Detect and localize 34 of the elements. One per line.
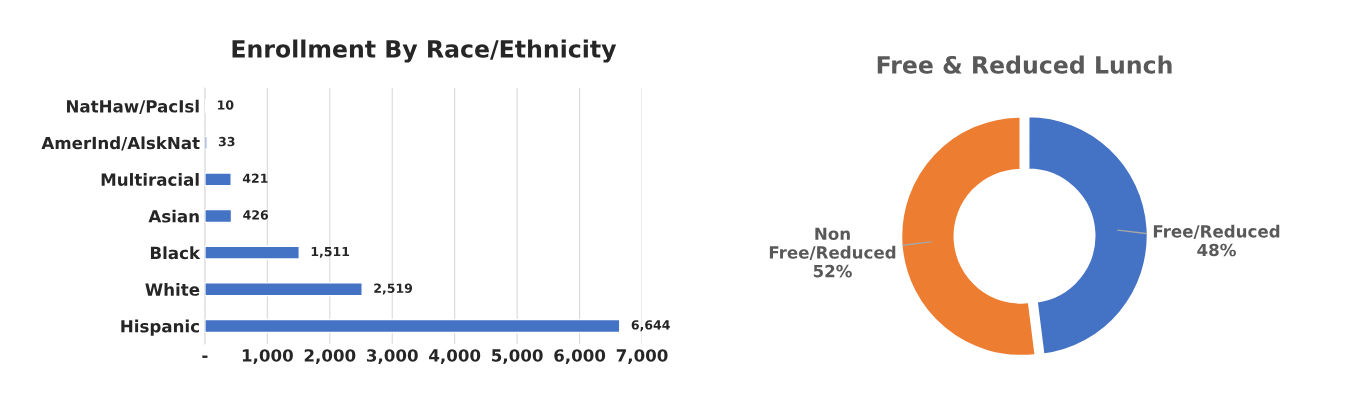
data-label: 10 [218, 100, 234, 110]
bar [204, 318, 621, 334]
y-tick-label: Asian [148, 209, 199, 223]
x-tick-label: 1,000 [242, 349, 293, 364]
slice-label: Non Free/Reduced [769, 227, 896, 261]
y-tick-label: Hispanic [121, 319, 199, 336]
x-tick-label: - [202, 355, 208, 358]
y-tick-label: White [145, 282, 200, 296]
data-label: 6,644 [631, 320, 670, 332]
x-tick-label: 2,000 [304, 349, 356, 364]
data-label: 2,519 [374, 283, 413, 295]
x-tick-label: 3,000 [366, 349, 418, 364]
data-label: 33 [218, 136, 235, 147]
y-tick-label: NatHaw/PacIsl [66, 99, 199, 114]
data-label: 421 [242, 173, 268, 183]
chart-title: Free & Reduced Lunch [877, 55, 1172, 74]
slice-label: Free/Reduced [1153, 224, 1280, 239]
bar [204, 135, 208, 150]
data-label: 52% [813, 264, 852, 278]
x-tick-label: 5,000 [492, 349, 543, 364]
bar [204, 282, 363, 297]
y-tick-label: Multiracial [101, 173, 199, 186]
bar [204, 172, 232, 187]
data-label: 1,511 [311, 246, 350, 258]
x-tick-label: 4,000 [429, 349, 481, 364]
y-tick-label: Black [150, 246, 201, 260]
bar [204, 208, 233, 224]
x-tick-label: 7,000 [616, 349, 668, 364]
data-label: 48% [1197, 243, 1236, 257]
x-tick-label: 6,000 [554, 349, 606, 364]
bar [204, 245, 300, 260]
data-label: 426 [243, 210, 269, 220]
y-tick-label: AmerInd/AlskNat [41, 136, 200, 151]
chart-title: Enrollment By Race/Ethnicity [232, 39, 617, 63]
